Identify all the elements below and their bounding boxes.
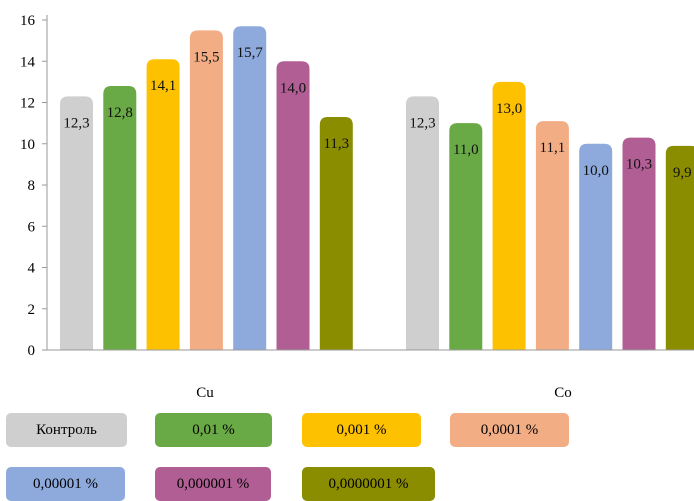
bar-value-label: 12,3 — [63, 115, 89, 131]
bar-cu-series-1 — [103, 86, 137, 350]
bar-chart: 0 2 4 6 8 10 12 14 16 12,3 12,8 14,1 15,5 15,7 14,0 11… — [20, 13, 694, 401]
x-axis: Cu Co — [47, 349, 694, 401]
bar-cu-series-3 — [189, 30, 223, 350]
legend-item: 0,0001 % — [450, 413, 569, 447]
legend-item: 0,001 % — [302, 413, 421, 447]
bars — [60, 26, 694, 350]
bar-value-label: 11,3 — [323, 136, 349, 152]
bar-co-series-5 — [622, 137, 656, 350]
y-tick-label: 10 — [20, 137, 35, 153]
bar-value-label: 14,0 — [280, 80, 306, 96]
bar-co-series-6 — [665, 145, 694, 350]
bar-value-label: 12,3 — [409, 115, 435, 131]
y-tick-label: 14 — [20, 54, 36, 70]
legend-item: 0,0000001 % — [302, 467, 435, 501]
bar-value-label: 13,0 — [496, 101, 522, 117]
bar-co-series-3 — [535, 121, 569, 350]
bar-cu-series-6 — [319, 116, 353, 350]
bar-co-series-2 — [492, 81, 526, 350]
y-tick-label: 8 — [28, 178, 36, 194]
y-tick-label: 2 — [28, 302, 36, 318]
y-tick-label: 6 — [28, 219, 36, 235]
y-tick-label: 4 — [28, 261, 36, 277]
bar-cu-series-4 — [233, 26, 267, 350]
y-axis: 0 2 4 6 8 10 12 14 16 — [20, 13, 48, 359]
bar-labels: 12,3 12,8 14,1 15,5 15,7 14,0 11,3 12,3 11,0 13,0… — [63, 45, 691, 181]
x-category-label: Cu — [196, 385, 214, 401]
bar-value-label: 11,0 — [453, 142, 479, 158]
bar-value-label: 9,9 — [673, 165, 692, 181]
y-tick-label: 0 — [28, 343, 36, 359]
legend-item: Контроль — [6, 413, 127, 447]
bar-value-label: 15,5 — [193, 49, 219, 65]
bar-cu-series-5 — [276, 61, 310, 350]
bar-value-label: 10,0 — [583, 163, 609, 179]
bar-value-label: 10,3 — [626, 157, 652, 173]
bar-co-series-4 — [579, 143, 613, 350]
legend-item: 0,01 % — [155, 413, 272, 447]
bar-cu-series-0 — [60, 96, 93, 350]
legend-item: 0,000001 % — [155, 467, 271, 501]
bar-co-series-1 — [449, 123, 483, 350]
bar-value-label: 12,8 — [107, 105, 133, 121]
x-category-label: Co — [554, 385, 572, 401]
y-tick-label: 12 — [20, 96, 35, 112]
bar-cu-series-2 — [146, 59, 180, 350]
bar-value-label: 11,1 — [540, 140, 566, 156]
bar-co-series-0 — [406, 96, 439, 350]
bar-value-label: 14,1 — [150, 78, 176, 94]
bar-value-label: 15,7 — [237, 45, 264, 61]
y-tick-label: 16 — [20, 13, 36, 29]
legend-item: 0,00001 % — [6, 467, 125, 501]
